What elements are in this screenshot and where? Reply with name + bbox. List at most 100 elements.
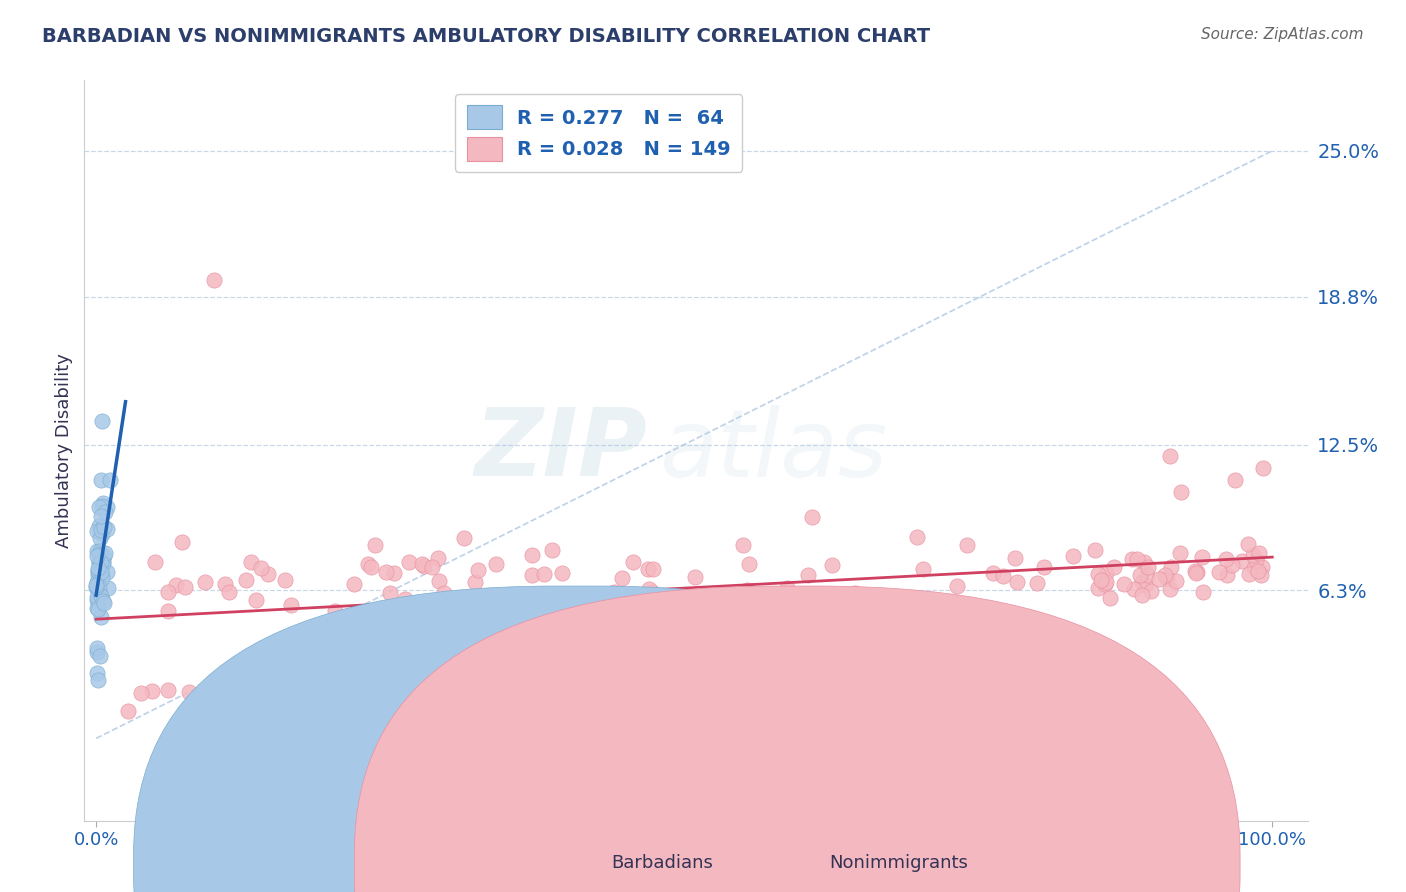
Point: [807, 618, 830, 632]
Point: [1208, 565, 1230, 579]
Point: [233, 681, 256, 696]
Point: [1230, 554, 1253, 568]
Point: [533, 566, 555, 581]
Point: [991, 568, 1014, 582]
Point: [273, 573, 295, 587]
Point: [87, 582, 110, 596]
Point: [214, 576, 236, 591]
Point: [157, 682, 180, 697]
Point: [86, 574, 108, 589]
Text: ZIP: ZIP: [474, 404, 647, 497]
Point: [89, 547, 111, 561]
Point: [1191, 549, 1213, 564]
Point: [190, 691, 212, 706]
Point: [1122, 582, 1144, 597]
Point: [321, 675, 343, 690]
Point: [1004, 551, 1026, 566]
Point: [683, 570, 706, 584]
Point: [368, 658, 391, 673]
Text: Barbadians: Barbadians: [612, 855, 713, 872]
Point: [1164, 574, 1187, 589]
Point: [797, 568, 820, 582]
Point: [346, 689, 368, 703]
Point: [90, 610, 112, 624]
Point: [240, 555, 263, 569]
Point: [1192, 584, 1215, 599]
Point: [257, 566, 280, 581]
Point: [90, 565, 112, 579]
Point: [86, 600, 108, 615]
Point: [90, 571, 112, 585]
Point: [1154, 568, 1177, 582]
Point: [641, 584, 664, 599]
Point: [1160, 559, 1182, 574]
Point: [93, 549, 115, 563]
Point: [1223, 473, 1246, 487]
Point: [86, 665, 108, 680]
Point: [1237, 537, 1260, 551]
Text: atlas: atlas: [659, 405, 887, 496]
Point: [842, 592, 865, 607]
Point: [344, 674, 367, 689]
Point: [1136, 567, 1159, 582]
Point: [1246, 552, 1268, 566]
Point: [398, 555, 420, 569]
Point: [87, 591, 110, 606]
Point: [1241, 548, 1264, 562]
Point: [643, 562, 665, 576]
Point: [378, 585, 401, 599]
Point: [413, 558, 436, 573]
Point: [375, 565, 398, 579]
Point: [427, 574, 450, 588]
Point: [945, 579, 967, 593]
Point: [1247, 564, 1270, 578]
Point: [621, 555, 644, 569]
Point: [420, 560, 443, 574]
Point: [309, 649, 332, 664]
Point: [673, 625, 696, 640]
Point: [1251, 560, 1274, 574]
Y-axis label: Ambulatory Disability: Ambulatory Disability: [55, 353, 73, 548]
Point: [499, 609, 522, 624]
Point: [411, 557, 433, 571]
Point: [464, 575, 486, 590]
Point: [141, 684, 163, 698]
Point: [93, 545, 115, 559]
Point: [427, 551, 450, 566]
Point: [1087, 581, 1109, 595]
Point: [1184, 566, 1206, 580]
Point: [1253, 461, 1275, 475]
Point: [89, 554, 111, 568]
Point: [280, 599, 302, 613]
Point: [1140, 583, 1163, 598]
Point: [1090, 573, 1112, 587]
Point: [90, 473, 112, 487]
Point: [86, 590, 108, 604]
Point: [1215, 552, 1237, 566]
Point: [1062, 549, 1084, 563]
Point: [520, 567, 543, 582]
Point: [603, 585, 626, 599]
Point: [195, 706, 218, 720]
Point: [86, 524, 108, 538]
Point: [357, 558, 380, 572]
Point: [87, 519, 110, 533]
Point: [551, 566, 574, 580]
Point: [776, 581, 799, 595]
Point: [1249, 545, 1271, 559]
Point: [453, 532, 475, 546]
Point: [87, 567, 110, 582]
Point: [87, 580, 110, 594]
Point: [117, 704, 139, 718]
Point: [873, 592, 896, 607]
Point: [1121, 552, 1143, 566]
Point: [731, 538, 754, 552]
Point: [364, 539, 387, 553]
Point: [89, 584, 111, 599]
Point: [925, 602, 948, 616]
Point: [1149, 572, 1171, 586]
Point: [86, 645, 108, 659]
Point: [87, 556, 110, 570]
Point: [1184, 564, 1206, 578]
Point: [530, 610, 553, 624]
